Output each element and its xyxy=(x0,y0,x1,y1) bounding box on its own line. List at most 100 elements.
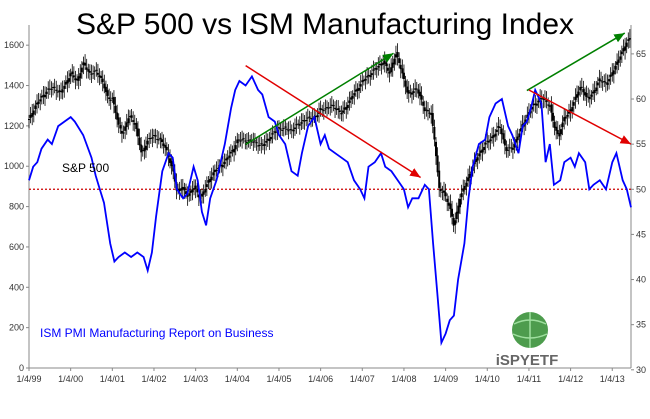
x-tick-label: 1/4/07 xyxy=(350,374,375,384)
sp500-candle-body xyxy=(418,91,421,97)
sp500-candle-body xyxy=(611,72,614,76)
sp500-candle-body xyxy=(361,80,364,83)
sp500-candle-body xyxy=(553,121,556,128)
sp500-candle-body xyxy=(319,108,322,110)
sp500-candle-body xyxy=(497,126,500,128)
sp500-candle-body xyxy=(428,112,431,114)
sp500-candle-body xyxy=(556,129,559,135)
sp500-candle-body xyxy=(257,145,260,147)
sp500-candle-body xyxy=(162,143,165,146)
sp500-candle-body xyxy=(117,117,120,125)
sp500-candle-body xyxy=(467,177,470,182)
sp500-candle-body xyxy=(42,94,45,97)
sp500-candle-body xyxy=(612,70,615,75)
sp500-candle-body xyxy=(130,115,133,118)
sp500-candle-body xyxy=(213,169,216,173)
sp500-candle-body xyxy=(390,67,393,73)
sp500-candle-body xyxy=(324,108,327,110)
sp500-candle-body xyxy=(410,92,413,95)
sp500-candle-body xyxy=(561,122,564,128)
sp500-candle-body xyxy=(436,155,439,173)
sp500-candle-body xyxy=(508,147,511,149)
sp500-candle-body xyxy=(459,198,462,208)
sp500-candle-body xyxy=(229,151,232,154)
sp500-candle-body xyxy=(53,86,56,88)
sp500-candle-body xyxy=(385,62,388,67)
sp500-candle-body xyxy=(551,112,554,121)
sp500-candle-body xyxy=(77,76,80,81)
sp500-candle-body xyxy=(39,99,42,102)
sp500-candle-body xyxy=(487,140,490,143)
sp500-candle-body xyxy=(284,126,287,128)
x-tick-label: 1/4/09 xyxy=(433,374,458,384)
sp500-candle-body xyxy=(608,79,611,82)
sp500-candle-body xyxy=(449,203,452,210)
sp500-candle-body xyxy=(297,123,300,125)
sp500-candle-body xyxy=(281,129,284,131)
sp500-candle-body xyxy=(253,140,256,142)
sp500-candle-body xyxy=(138,137,141,146)
sp500-candle-body xyxy=(422,101,425,106)
sp500-candle-body xyxy=(452,218,455,226)
sp500-candle-body xyxy=(540,98,543,100)
left-tick-label: 0 xyxy=(19,363,24,373)
sp500-candle-body xyxy=(228,155,231,158)
sp500-candle-body xyxy=(95,69,98,71)
sp500-candle-body xyxy=(189,190,192,193)
red-trend-arrow xyxy=(245,64,422,179)
sp500-candle-body xyxy=(616,61,619,65)
left-tick-label: 800 xyxy=(9,202,24,212)
left-tick-label: 1400 xyxy=(4,81,24,91)
sp500-candle-body xyxy=(585,92,588,97)
sp500-candle-body xyxy=(455,211,458,220)
sp500-candle-body xyxy=(542,98,545,100)
sp500-candle-body xyxy=(388,71,391,74)
sp500-candle-body xyxy=(351,96,354,99)
sp500-candle-body xyxy=(617,59,620,63)
sp500-candle-body xyxy=(100,75,103,79)
sp500-candle-body xyxy=(572,102,575,106)
sp500-candle-body xyxy=(338,110,341,113)
sp500-candle-body xyxy=(293,127,296,129)
sp500-candle-body xyxy=(515,139,518,143)
sp500-candle-body xyxy=(532,103,535,106)
x-axis-ticks: 1/4/99 1/4/00 1/4/01 1/4/02 1/4/03 1/4/04 1/4/… xyxy=(16,368,625,384)
sp500-candle-body xyxy=(426,110,429,112)
right-tick-label: 45 xyxy=(636,229,646,239)
sp500-candle-body xyxy=(287,130,290,132)
sp500-candle-body xyxy=(90,73,93,75)
sp500-candle-body xyxy=(205,184,208,188)
sp500-candle-body xyxy=(374,68,377,70)
sp500-candle-body xyxy=(96,72,99,75)
sp500-candle-body xyxy=(564,116,567,119)
left-tick-label: 400 xyxy=(9,282,24,292)
x-tick-label: 1/4/05 xyxy=(266,374,291,384)
sp500-candle-body xyxy=(345,106,348,110)
sp500-candle-body xyxy=(178,188,181,192)
sp500-candle-body xyxy=(71,71,74,75)
sp500-candle-body xyxy=(483,147,486,151)
sp500-candle-body xyxy=(60,91,63,93)
sp500-candle-body xyxy=(377,66,380,68)
ism-label: ISM PMI Manufacturing Report on Business xyxy=(40,326,273,340)
sp500-candle-body xyxy=(37,101,40,104)
sp500-candle-body xyxy=(181,186,184,190)
sp500-candle-body xyxy=(481,149,484,153)
sp500-candle-body xyxy=(237,139,240,141)
sp500-candle-body xyxy=(154,135,157,137)
sp500-candle-body xyxy=(108,97,111,100)
sp500-candle-body xyxy=(571,107,574,112)
sp500-candle-body xyxy=(79,73,82,79)
sp500-candle-body xyxy=(555,126,558,131)
sp500-candle-body xyxy=(590,94,593,97)
sp500-candle-body xyxy=(415,88,418,90)
sp500-candle-body xyxy=(350,97,353,100)
sp500-candle-body xyxy=(31,113,34,117)
sp500-candle-body xyxy=(439,188,442,192)
sp500-candle-body xyxy=(92,73,95,75)
sp500-candle-body xyxy=(457,205,460,214)
sp500-candle-body xyxy=(144,145,147,150)
sp500-candle-body xyxy=(438,170,441,188)
sp500-candle-body xyxy=(518,133,521,138)
right-tick-label: 50 xyxy=(636,184,646,194)
